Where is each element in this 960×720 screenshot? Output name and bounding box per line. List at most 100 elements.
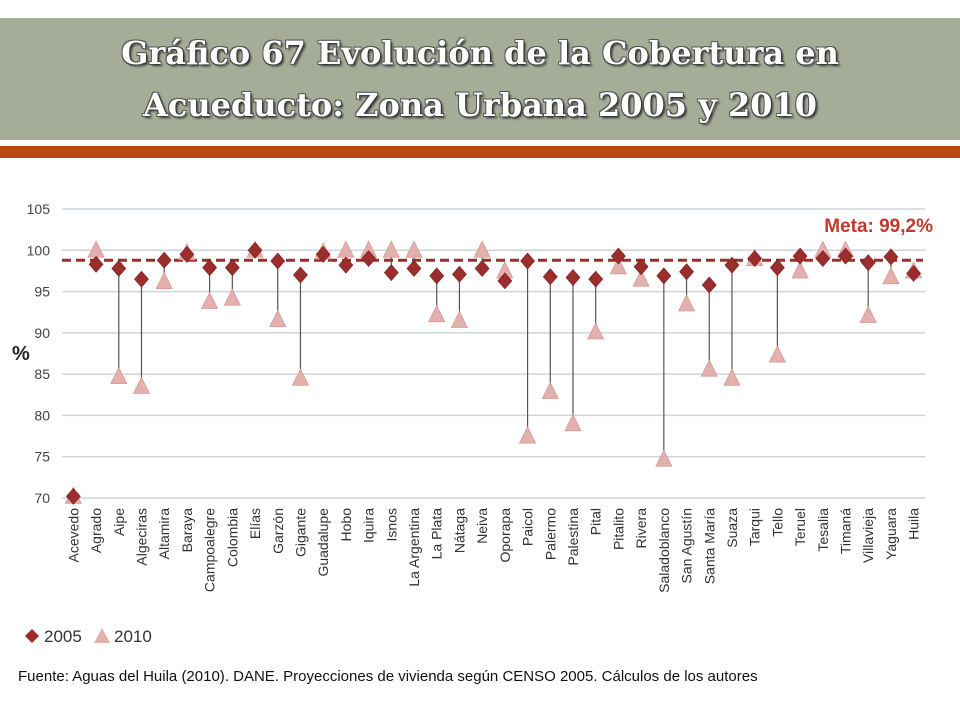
- point-2005: [883, 248, 899, 266]
- y-tick-label: 90: [34, 325, 50, 341]
- point-2010: [700, 359, 718, 377]
- point-2010: [723, 368, 741, 386]
- point-2005: [156, 251, 172, 269]
- x-tick-label: Colombia: [224, 508, 240, 567]
- point-2005: [247, 241, 263, 259]
- point-2005: [134, 270, 149, 288]
- point-2010: [564, 413, 582, 432]
- legend-2010-marker: [94, 628, 110, 643]
- x-tick-label: Guadalupe: [315, 508, 331, 577]
- x-tick-label: Pital: [588, 508, 604, 535]
- x-tick-label: Tesalia: [815, 508, 831, 552]
- point-2010: [428, 304, 446, 323]
- x-tick-label: Garzón: [270, 508, 286, 554]
- point-2010: [269, 309, 287, 328]
- x-tick-label: Teruel: [792, 508, 808, 546]
- point-2010: [768, 345, 787, 363]
- y-tick-label: 105: [27, 201, 51, 217]
- series-2010-points: [64, 240, 923, 504]
- point-2005: [179, 245, 195, 263]
- legend: 2005 2010: [25, 627, 152, 646]
- point-2010: [632, 269, 650, 287]
- point-2005: [815, 250, 831, 267]
- legend-2005-label: 2005: [44, 627, 82, 646]
- x-tick-label: Yaguara: [883, 508, 899, 560]
- point-2005: [270, 252, 286, 270]
- point-2010: [587, 322, 605, 340]
- x-tick-labels: Acevedo Agrado Aipe Algeciras Altamira Baraya…: [65, 508, 921, 593]
- y-tick-label: 85: [34, 366, 50, 382]
- point-2005: [338, 256, 354, 274]
- x-tick-label: Huila: [906, 508, 922, 540]
- x-tick-label: Iquira: [361, 508, 377, 543]
- y-tick-label: 95: [34, 284, 50, 300]
- point-2005: [88, 255, 104, 273]
- x-tick-label: Oporapa: [497, 508, 513, 563]
- x-tick-label: La Argentina: [406, 508, 422, 587]
- point-2005: [406, 259, 422, 277]
- point-2005: [656, 267, 672, 285]
- point-2005: [769, 259, 785, 277]
- point-2005: [701, 276, 717, 294]
- y-tick-label: 80: [34, 407, 50, 423]
- point-2010: [155, 271, 173, 290]
- point-2010: [405, 240, 423, 258]
- x-tick-label: Aipe: [111, 508, 127, 536]
- point-2010: [291, 368, 310, 386]
- point-2010: [882, 266, 900, 285]
- point-2010: [609, 256, 628, 275]
- x-tick-label: Pitalito: [610, 508, 626, 550]
- point-2010: [382, 240, 400, 258]
- x-tick-label: Timaná: [838, 508, 854, 554]
- point-2005: [452, 265, 467, 283]
- x-tick-label: Algeciras: [133, 508, 149, 566]
- x-tick-label: Suaza: [724, 508, 740, 548]
- point-2005: [361, 250, 376, 267]
- point-2005: [293, 266, 308, 284]
- x-tick-label: Villavieja: [860, 508, 876, 563]
- point-2005: [542, 268, 558, 286]
- x-tick-label: Palermo: [542, 508, 558, 560]
- x-tick-label: Isnos: [383, 508, 399, 541]
- x-tick-label: Tarqui: [747, 508, 763, 546]
- point-2010: [473, 240, 491, 258]
- point-2010: [87, 240, 105, 258]
- x-tick-label: Baraya: [179, 508, 195, 553]
- point-2010: [337, 240, 355, 258]
- x-tick-label: Neiva: [474, 508, 490, 544]
- x-tick-label: San Agustín: [679, 508, 695, 584]
- point-2005: [747, 250, 763, 267]
- grid-lines: [62, 208, 925, 499]
- point-2005: [474, 259, 490, 277]
- point-2005: [315, 245, 331, 263]
- x-tick-label: Agrado: [88, 508, 104, 553]
- point-2010: [450, 310, 469, 328]
- point-2005: [611, 247, 626, 265]
- x-tick-label: Tello: [769, 508, 785, 537]
- point-2005: [383, 264, 399, 282]
- point-2005: [588, 270, 604, 288]
- point-2010: [859, 305, 877, 323]
- x-tick-label: Acevedo: [65, 508, 81, 563]
- point-2010: [223, 288, 241, 306]
- point-2005: [65, 487, 81, 505]
- point-2010: [655, 449, 673, 467]
- y-tick-label: 70: [34, 490, 50, 506]
- point-2005: [497, 272, 513, 290]
- x-tick-label: Rivera: [633, 508, 649, 549]
- point-2010: [132, 376, 151, 394]
- y-tick-label: 100: [27, 242, 51, 258]
- point-2005: [224, 259, 240, 277]
- point-2005: [520, 252, 535, 270]
- x-tick-label: Altamira: [156, 508, 172, 560]
- y-axis-label: %: [12, 343, 30, 365]
- point-2005: [679, 263, 694, 281]
- legend-2010-label: 2010: [114, 627, 152, 646]
- point-2005: [565, 269, 581, 286]
- point-2010: [677, 294, 696, 312]
- x-tick-label: Gigante: [292, 508, 308, 557]
- point-2010: [518, 426, 537, 444]
- x-tick-label: Campoalegre: [202, 508, 218, 592]
- point-2010: [541, 381, 559, 399]
- point-2005: [202, 259, 218, 277]
